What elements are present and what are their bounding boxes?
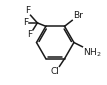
Text: F: F [23, 18, 28, 27]
Text: F: F [27, 30, 33, 39]
Text: F: F [25, 6, 30, 15]
Text: Br: Br [73, 11, 82, 20]
Text: NH$_2$: NH$_2$ [83, 47, 101, 59]
Text: Cl: Cl [50, 67, 59, 76]
